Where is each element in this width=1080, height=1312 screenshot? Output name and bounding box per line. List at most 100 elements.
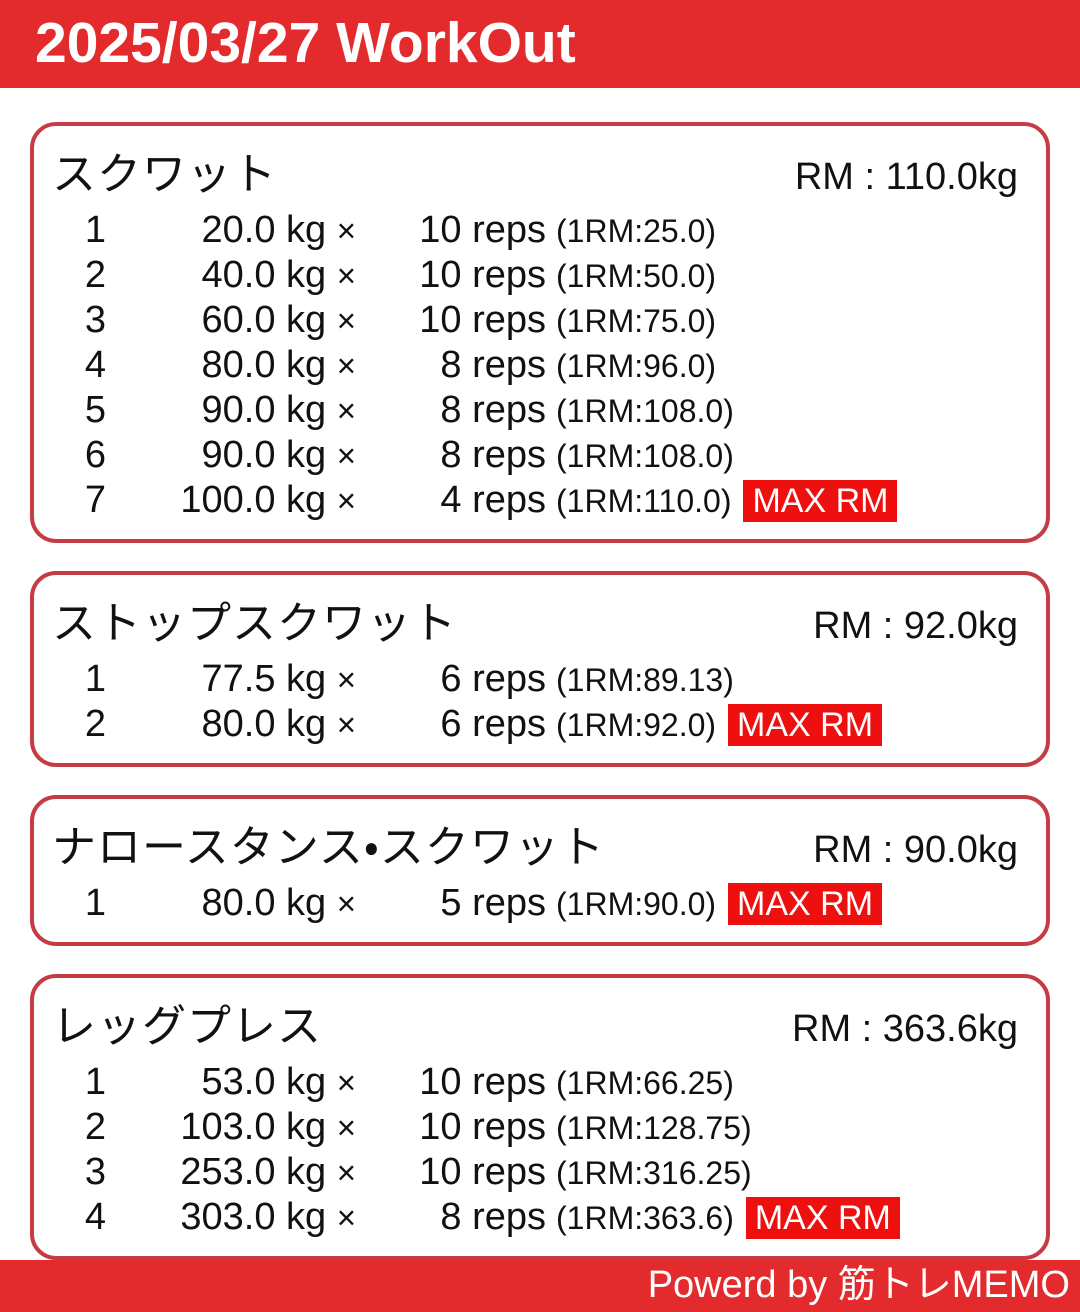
set-weight: 60.0 kg ×: [201, 299, 357, 341]
exercise-card-header: スクワット RM : 110.0kg: [52, 138, 1018, 202]
set-weight: 303.0 kg ×: [180, 1196, 356, 1238]
times-sign-icon: ×: [336, 885, 356, 922]
set-number: 4: [84, 344, 106, 386]
set-reps: 6 reps: [440, 703, 546, 745]
max-rm-badge: MAX RM: [745, 1196, 900, 1239]
set-number: 2: [84, 254, 106, 296]
set-reps: 8 reps: [440, 389, 546, 431]
set-1rm-estimate: (1RM:50.0): [556, 258, 717, 294]
set-row: 2 80.0 kg × 6 reps (1RM:92.0) MAX RM: [50, 702, 1022, 747]
set-row: 5 90.0 kg × 8 reps (1RM:108.0): [50, 388, 1022, 433]
set-weight: 20.0 kg ×: [201, 209, 357, 251]
set-number: 1: [84, 882, 106, 924]
set-row: 2 40.0 kg × 10 reps (1RM:50.0): [50, 253, 1022, 298]
times-sign-icon: ×: [336, 302, 356, 339]
set-reps: 8 reps: [440, 434, 546, 476]
set-weight: 90.0 kg ×: [201, 389, 357, 431]
set-number: 1: [84, 209, 106, 251]
workout-summary: スクワット RM : 110.0kg 1 20.0 kg × 10 reps (1RM:2…: [0, 88, 1080, 1260]
exercise-max-rm: RM : 92.0kg: [813, 605, 1018, 647]
set-number: 1: [84, 658, 106, 700]
set-row: 1 77.5 kg × 6 reps (1RM:89.13): [50, 657, 1022, 702]
exercise-max-rm: RM : 110.0kg: [794, 156, 1018, 198]
powered-by-credit: Powerd by 筋トレMEMO: [0, 1260, 1080, 1312]
set-weight: 80.0 kg ×: [201, 882, 357, 924]
exercise-name: ストップスクワット: [52, 599, 457, 648]
set-1rm-estimate: (1RM:316.25): [556, 1155, 752, 1191]
set-reps: 8 reps: [440, 344, 546, 386]
set-row: 4 80.0 kg × 8 reps (1RM:96.0): [50, 343, 1022, 388]
times-sign-icon: ×: [336, 347, 356, 384]
set-weight: 80.0 kg ×: [201, 344, 357, 386]
exercise-name: ナロースタンス・スクワット: [52, 823, 605, 872]
set-number: 1: [84, 1061, 106, 1103]
set-weight: 53.0 kg ×: [201, 1061, 357, 1103]
set-row: 1 20.0 kg × 10 reps (1RM:25.0): [50, 208, 1022, 253]
times-sign-icon: ×: [336, 482, 356, 519]
set-reps: 10 reps: [419, 209, 546, 251]
set-number: 6: [84, 434, 106, 476]
set-reps: 10 reps: [419, 1061, 546, 1103]
set-reps: 10 reps: [419, 299, 546, 341]
set-weight: 90.0 kg ×: [201, 434, 357, 476]
set-reps: 5 reps: [440, 882, 546, 924]
set-number: 2: [84, 703, 106, 745]
set-reps: 8 reps: [440, 1196, 546, 1238]
exercise-card-header: ナロースタンス・スクワット RM : 90.0kg: [52, 811, 1018, 875]
set-weight: 103.0 kg ×: [180, 1106, 356, 1148]
set-weight: 77.5 kg ×: [201, 658, 357, 700]
set-number: 2: [84, 1106, 106, 1148]
max-rm-badge: MAX RM: [743, 479, 898, 522]
set-row: 3 253.0 kg × 10 reps (1RM:316.25): [50, 1150, 1022, 1195]
set-row: 1 53.0 kg × 10 reps (1RM:66.25): [50, 1060, 1022, 1105]
set-1rm-estimate: (1RM:110.0): [556, 483, 732, 519]
set-row: 3 60.0 kg × 10 reps (1RM:75.0): [50, 298, 1022, 343]
set-row: 6 90.0 kg × 8 reps (1RM:108.0): [50, 433, 1022, 478]
max-rm-badge: MAX RM: [728, 703, 883, 746]
set-1rm-estimate: (1RM:96.0): [556, 348, 717, 384]
set-weight: 100.0 kg ×: [180, 479, 356, 521]
set-1rm-estimate: (1RM:90.0): [556, 886, 717, 922]
exercise-max-rm: RM : 363.6kg: [792, 1008, 1018, 1050]
exercise-card-header: レッグプレス RM : 363.6kg: [52, 990, 1018, 1054]
set-1rm-estimate: (1RM:75.0): [556, 303, 717, 339]
exercise-card: スクワット RM : 110.0kg 1 20.0 kg × 10 reps (1RM:2…: [30, 122, 1050, 543]
times-sign-icon: ×: [336, 392, 356, 429]
times-sign-icon: ×: [336, 1154, 356, 1191]
set-1rm-estimate: (1RM:108.0): [556, 393, 734, 429]
set-1rm-estimate: (1RM:363.6): [556, 1200, 734, 1236]
times-sign-icon: ×: [336, 1199, 356, 1236]
set-1rm-estimate: (1RM:92.0): [556, 707, 717, 743]
set-1rm-estimate: (1RM:25.0): [556, 213, 717, 249]
max-rm-badge: MAX RM: [728, 882, 883, 925]
set-reps: 6 reps: [440, 658, 546, 700]
exercise-card: ナロースタンス・スクワット RM : 90.0kg 1 80.0 kg × 5 reps…: [30, 795, 1050, 946]
exercise-card-header: ストップスクワット RM : 92.0kg: [52, 587, 1018, 651]
set-number: 7: [84, 479, 106, 521]
times-sign-icon: ×: [336, 437, 356, 474]
workout-date-header: 2025/03/27 WorkOut: [0, 0, 1080, 88]
times-sign-icon: ×: [336, 1109, 356, 1146]
set-1rm-estimate: (1RM:108.0): [556, 438, 734, 474]
set-number: 3: [84, 1151, 106, 1193]
set-number: 4: [84, 1196, 106, 1238]
exercise-name: スクワット: [52, 150, 277, 199]
set-1rm-estimate: (1RM:128.75): [556, 1110, 752, 1146]
exercise-card-list: スクワット RM : 110.0kg 1 20.0 kg × 10 reps (1RM:2…: [30, 122, 1050, 1260]
set-row: 4 303.0 kg × 8 reps (1RM:363.6) MAX RM: [50, 1195, 1022, 1240]
exercise-card: ストップスクワット RM : 92.0kg 1 77.5 kg × 6 reps (1RM…: [30, 571, 1050, 767]
set-1rm-estimate: (1RM:66.25): [556, 1065, 734, 1101]
exercise-card: レッグプレス RM : 363.6kg 1 53.0 kg × 10 reps (1RM:…: [30, 974, 1050, 1260]
times-sign-icon: ×: [336, 1064, 356, 1101]
times-sign-icon: ×: [336, 212, 356, 249]
set-number: 3: [84, 299, 106, 341]
set-weight: 253.0 kg ×: [180, 1151, 356, 1193]
times-sign-icon: ×: [336, 257, 356, 294]
exercise-max-rm: RM : 90.0kg: [813, 829, 1018, 871]
set-1rm-estimate: (1RM:89.13): [556, 662, 734, 698]
set-weight: 80.0 kg ×: [201, 703, 357, 745]
times-sign-icon: ×: [336, 661, 356, 698]
times-sign-icon: ×: [336, 706, 356, 743]
set-reps: 10 reps: [419, 1106, 546, 1148]
exercise-name: レッグプレス: [52, 1002, 322, 1051]
